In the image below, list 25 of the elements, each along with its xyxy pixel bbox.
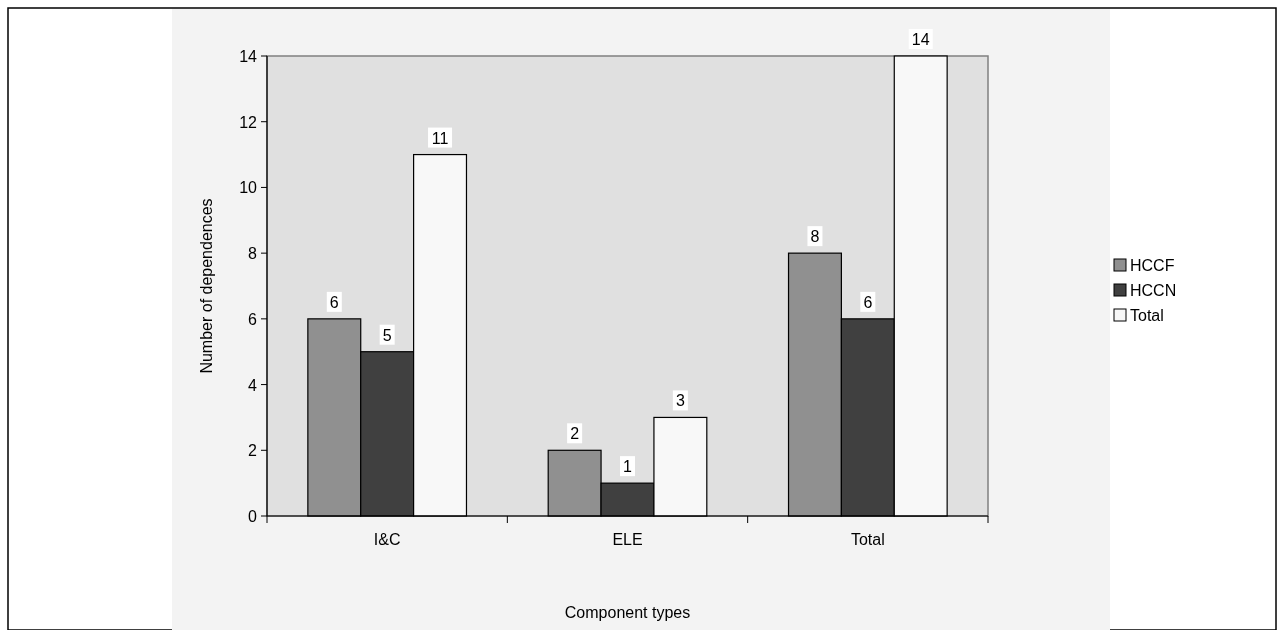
data-label: 8 [810,228,820,246]
y-tick-label: 4 [248,376,258,394]
legend-label: HCCF [1130,257,1175,274]
y-tick-label: 12 [239,113,258,131]
x-tick-label: Total [850,531,885,548]
y-tick-label: 6 [248,310,258,328]
data-label: 11 [431,129,449,147]
x-axis-title: Component types [564,604,691,621]
y-tick-label: 10 [239,179,258,197]
data-label: 1 [623,458,633,476]
legend-label: HCCN [1130,282,1177,299]
y-axis-title: Number of dependences [198,198,215,374]
y-tick-label: 14 [239,48,258,65]
y-tick-label: 2 [248,442,258,460]
data-label: 2 [570,425,580,443]
x-tick-label: ELE [612,531,643,548]
data-label: 5 [382,326,392,344]
data-label: 6 [863,293,873,311]
y-tick-label: 0 [248,508,258,525]
data-label: 3 [675,392,685,410]
y-tick-label: 8 [248,245,258,263]
data-label: 6 [329,293,339,311]
x-tick-label: I&C [373,531,401,548]
legend-label: Total [1130,307,1164,324]
data-label: 14 [911,31,930,48]
